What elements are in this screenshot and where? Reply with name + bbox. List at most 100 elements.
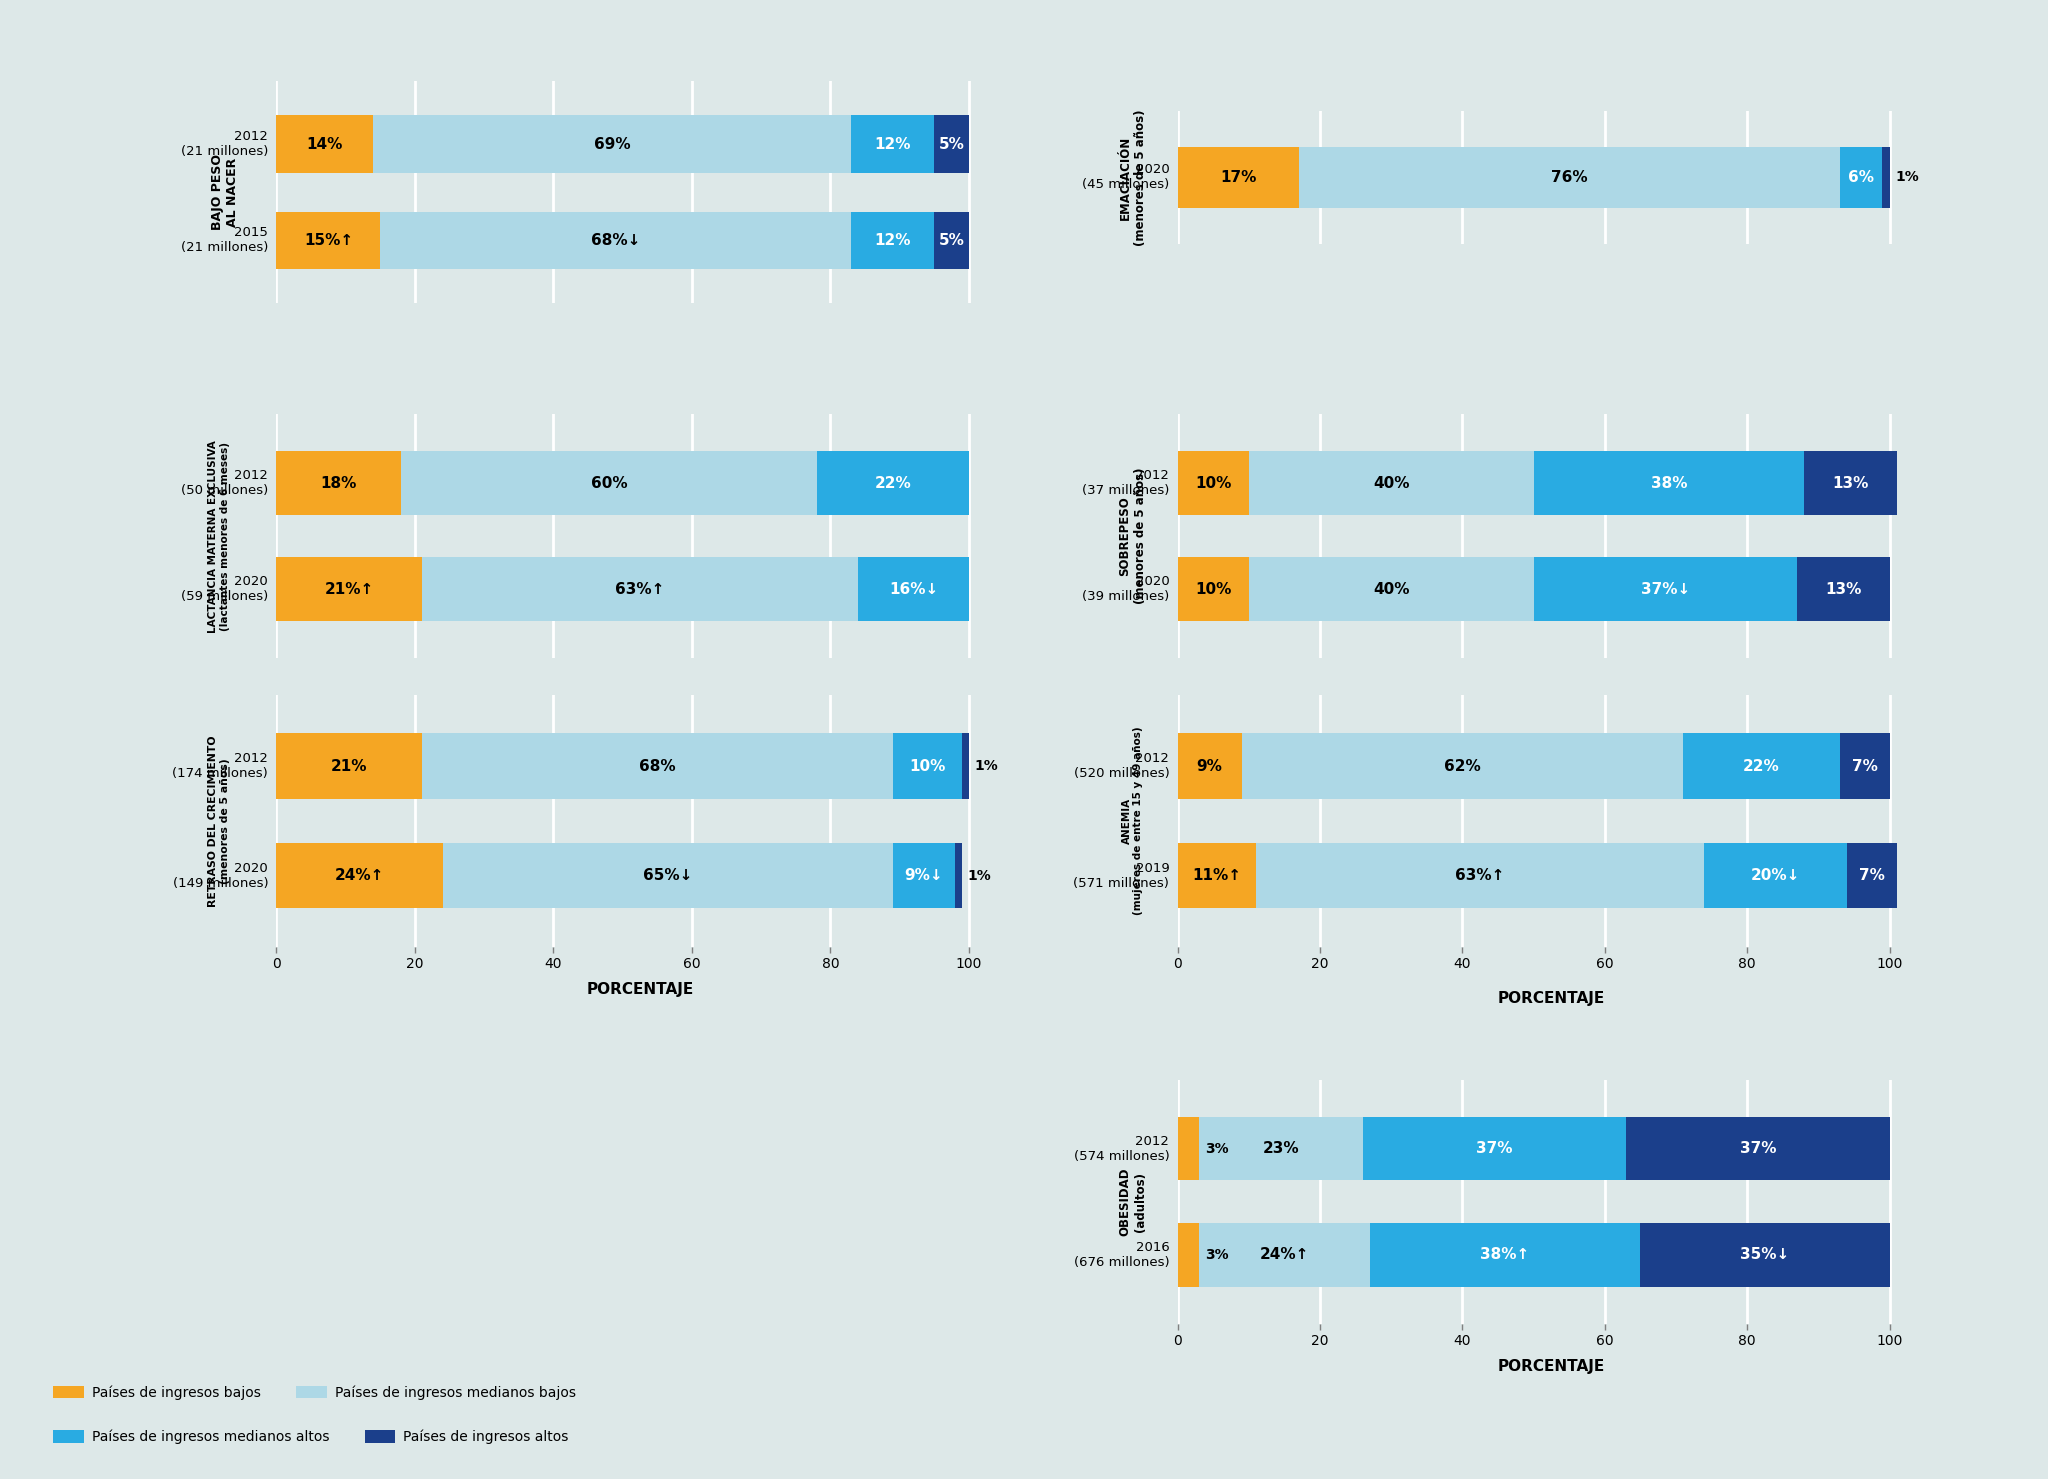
Bar bbox=[1178, 843, 1255, 908]
Text: 21%↑: 21%↑ bbox=[324, 581, 375, 596]
Text: 5%: 5% bbox=[938, 136, 965, 151]
Text: 14%: 14% bbox=[307, 136, 344, 151]
Bar bbox=[1683, 734, 1839, 799]
Text: 18%: 18% bbox=[322, 476, 356, 491]
Text: 16%↓: 16%↓ bbox=[889, 581, 938, 596]
Bar bbox=[1178, 146, 1298, 209]
Bar bbox=[852, 115, 934, 173]
Bar bbox=[276, 115, 373, 173]
Text: 68%: 68% bbox=[639, 759, 676, 774]
Text: ANEMIA
(mujeres de entre 15 y 49 años): ANEMIA (mujeres de entre 15 y 49 años) bbox=[1122, 726, 1143, 916]
Bar bbox=[381, 211, 852, 269]
Text: 10%: 10% bbox=[909, 759, 946, 774]
Bar bbox=[276, 451, 401, 515]
Text: 22%: 22% bbox=[874, 476, 911, 491]
Bar bbox=[934, 211, 969, 269]
Bar bbox=[1640, 1223, 1890, 1287]
Text: 1%: 1% bbox=[1894, 170, 1919, 185]
X-axis label: PORCENTAJE: PORCENTAJE bbox=[586, 982, 694, 997]
Text: 5%: 5% bbox=[938, 234, 965, 248]
Text: 17%: 17% bbox=[1221, 170, 1255, 185]
Text: 76%: 76% bbox=[1550, 170, 1587, 185]
Text: 13%: 13% bbox=[1833, 476, 1868, 491]
Bar bbox=[276, 734, 422, 799]
Text: 40%: 40% bbox=[1372, 581, 1409, 596]
Text: 15%↑: 15%↑ bbox=[303, 234, 352, 248]
Bar bbox=[401, 451, 817, 515]
Text: 40%: 40% bbox=[1372, 476, 1409, 491]
Text: 37%↓: 37%↓ bbox=[1640, 581, 1690, 596]
Bar bbox=[858, 558, 969, 621]
Bar bbox=[1847, 843, 1896, 908]
Text: 1%: 1% bbox=[975, 759, 997, 774]
X-axis label: PORCENTAJE: PORCENTAJE bbox=[1497, 1359, 1606, 1374]
Bar bbox=[893, 843, 954, 908]
Text: 23%: 23% bbox=[1262, 1142, 1298, 1157]
Bar bbox=[1882, 146, 1890, 209]
Text: PORCENTAJE: PORCENTAJE bbox=[1497, 991, 1606, 1006]
Bar bbox=[1178, 734, 1241, 799]
Text: EMACIACIÓN
(menores de 5 años): EMACIACIÓN (menores de 5 años) bbox=[1118, 109, 1147, 246]
Text: 37%: 37% bbox=[1477, 1142, 1513, 1157]
Text: 38%↑: 38%↑ bbox=[1481, 1247, 1530, 1262]
Legend: Países de ingresos bajos, Países de ingresos medianos bajos: Países de ingresos bajos, Países de ingr… bbox=[47, 1380, 582, 1405]
Text: 12%: 12% bbox=[874, 234, 911, 248]
Text: 63%↑: 63%↑ bbox=[614, 581, 666, 596]
Bar bbox=[1370, 1223, 1640, 1287]
Text: 1%: 1% bbox=[967, 868, 991, 883]
Bar bbox=[1534, 558, 1796, 621]
Text: 63%↑: 63%↑ bbox=[1456, 868, 1505, 883]
Text: 7%: 7% bbox=[1860, 868, 1884, 883]
Bar bbox=[422, 734, 893, 799]
Text: 22%: 22% bbox=[1743, 759, 1780, 774]
Bar bbox=[1362, 1117, 1626, 1180]
Text: 10%: 10% bbox=[1196, 581, 1231, 596]
Text: 6%: 6% bbox=[1847, 170, 1874, 185]
Bar bbox=[276, 211, 381, 269]
Bar bbox=[1626, 1117, 1890, 1180]
Text: LACTANCIA MATERNA EXCLUSIVA
(lactantes menores de 6 meses): LACTANCIA MATERNA EXCLUSIVA (lactantes m… bbox=[209, 439, 229, 633]
Bar bbox=[852, 211, 934, 269]
Bar bbox=[817, 451, 969, 515]
Legend: Países de ingresos medianos altos, Países de ingresos altos: Países de ingresos medianos altos, Paíse… bbox=[47, 1424, 573, 1449]
Text: 65%↓: 65%↓ bbox=[643, 868, 692, 883]
Bar bbox=[963, 734, 969, 799]
Bar bbox=[1249, 558, 1534, 621]
Text: 11%↑: 11%↑ bbox=[1192, 868, 1241, 883]
Text: 9%: 9% bbox=[1196, 759, 1223, 774]
Bar bbox=[893, 734, 963, 799]
Bar bbox=[276, 843, 442, 908]
Text: 24%↑: 24%↑ bbox=[336, 868, 385, 883]
Bar bbox=[1298, 146, 1839, 209]
Bar bbox=[1198, 1117, 1362, 1180]
Bar bbox=[1704, 843, 1847, 908]
Bar bbox=[276, 558, 422, 621]
Text: 62%: 62% bbox=[1444, 759, 1481, 774]
Bar bbox=[1804, 451, 1896, 515]
Bar bbox=[1178, 1117, 1198, 1180]
Bar bbox=[1249, 451, 1534, 515]
Bar bbox=[1178, 558, 1249, 621]
Text: 69%: 69% bbox=[594, 136, 631, 151]
Text: 3%: 3% bbox=[1204, 1142, 1229, 1155]
Bar bbox=[422, 558, 858, 621]
Text: 24%↑: 24%↑ bbox=[1260, 1247, 1309, 1262]
Bar bbox=[1796, 558, 1890, 621]
Bar bbox=[1198, 1223, 1370, 1287]
Text: 3%: 3% bbox=[1204, 1248, 1229, 1262]
Text: RETRASO DEL CRECIMIENTO
(menores de 5 años): RETRASO DEL CRECIMIENTO (menores de 5 añ… bbox=[209, 735, 229, 907]
Bar bbox=[1178, 1223, 1198, 1287]
Bar bbox=[1255, 843, 1704, 908]
Bar bbox=[1839, 734, 1890, 799]
Text: 13%: 13% bbox=[1825, 581, 1862, 596]
Text: SOBREPESO
(menores de 5 años): SOBREPESO (menores de 5 años) bbox=[1118, 467, 1147, 605]
Bar bbox=[442, 843, 893, 908]
Text: BAJO PESO
AL NACER: BAJO PESO AL NACER bbox=[211, 154, 240, 231]
Text: 21%: 21% bbox=[332, 759, 367, 774]
Text: 20%↓: 20%↓ bbox=[1751, 868, 1800, 883]
Text: OBESIDAD
(adultos): OBESIDAD (adultos) bbox=[1118, 1167, 1147, 1236]
Bar bbox=[1241, 734, 1683, 799]
Text: 7%: 7% bbox=[1851, 759, 1878, 774]
Bar bbox=[954, 843, 963, 908]
Text: 60%: 60% bbox=[590, 476, 627, 491]
